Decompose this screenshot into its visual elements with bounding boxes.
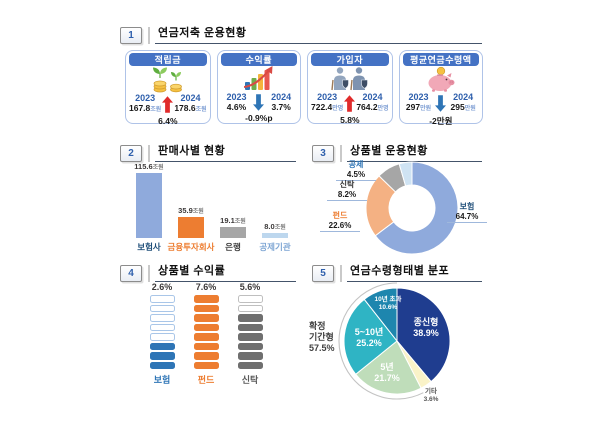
pie-label-lifetime: 종신형 38.9%	[413, 317, 439, 338]
header-divider	[340, 265, 342, 282]
value-next: 764.2만명	[356, 102, 389, 112]
section5-number-badge: 5	[312, 265, 334, 282]
value-prev: 167.8조원	[129, 103, 162, 113]
delta-value: 5.8%	[340, 115, 360, 125]
delta-value: -0.9%p	[245, 113, 273, 123]
value-prev: 722.4만명	[311, 102, 344, 112]
payout-pie-chart	[338, 282, 451, 400]
card-title: 수익률	[220, 53, 297, 66]
pie-label-over10yr: 10년 초과 10.6%	[374, 296, 402, 311]
header-divider	[148, 27, 150, 44]
donut-label-fund: 펀드 22.6%	[320, 211, 360, 232]
growth-chart-icon	[218, 66, 300, 92]
section2-number-badge: 2	[120, 145, 142, 162]
card-title: 평균연금수령액	[402, 53, 479, 66]
section4-number-badge: 4	[120, 265, 142, 282]
year-next: 2024	[180, 93, 201, 103]
down-arrow-icon	[434, 94, 447, 112]
product-donut-chart	[365, 161, 459, 255]
section3-number-badge: 3	[312, 145, 334, 162]
card-title: 적립금	[129, 53, 207, 66]
section2-header: 2 판매사별 현황	[120, 142, 296, 162]
donut-label-gongje: 공제 4.5%	[336, 160, 376, 181]
section2-title: 판매사별 현황	[155, 142, 296, 162]
header-divider	[148, 265, 150, 282]
block-column-insurance: 2.6% 보험	[140, 282, 184, 386]
block-column-fund: 7.6% 펀드	[184, 282, 228, 386]
kpi-card-accumulated: 적립금 2023 16	[125, 50, 211, 126]
bar-mutual-aid: 8.0조원 공제기관	[259, 222, 291, 252]
bar-bank: 19.1조원 은행	[220, 216, 246, 252]
delta-value: 6.4%	[158, 116, 178, 126]
pie-label-5-10yr: 5~10년 25.2%	[354, 327, 384, 348]
section4-header: 4 상품별 수익률	[120, 262, 296, 282]
pie-group-label: 확정 기간형 57.5%	[309, 321, 335, 353]
value-next: 3.7%	[271, 102, 291, 112]
donut-label-sintak: 신탁 8.2%	[327, 180, 367, 201]
delta-value: -2만원	[429, 116, 453, 126]
up-arrow-icon	[161, 95, 174, 113]
section4-title: 상품별 수익률	[155, 262, 296, 282]
pie-label-other: 기타 3.6%	[423, 388, 439, 403]
bar-insurer: 115.6조원 보험사	[134, 162, 164, 253]
section3-title: 상품별 운용현황	[347, 142, 482, 162]
seller-bar-chart: 115.6조원 보험사 35.9조원 금융투자회사 19.1조원 은행 8.0조…	[128, 162, 296, 254]
coins-sprout-icon	[126, 66, 210, 93]
header-divider	[340, 145, 342, 162]
kpi-card-yield: 수익률 2023 4.6%	[216, 50, 301, 124]
section3-header: 3 상품별 운용현황	[312, 142, 482, 162]
value-prev: 4.6%	[226, 102, 247, 112]
section1-number-badge: 1	[120, 27, 142, 44]
section1-header: 1 연금저축 운용현황	[120, 24, 482, 44]
bar-investment-firm: 35.9조원 금융투자회사	[167, 206, 215, 252]
value-prev: 297만원	[405, 102, 432, 112]
section5-title: 연금수령형태별 분포	[347, 262, 482, 282]
seniors-shield-icon	[308, 66, 392, 92]
yield-block-chart: 2.6% 보험 7.6% 펀드 5.6% 신탁	[140, 282, 272, 386]
kpi-card-subscribers: 가입자	[307, 50, 393, 125]
value-next: 178.6조원	[174, 103, 207, 113]
piggy-bank-icon	[400, 66, 482, 92]
section5-header: 5 연금수령형태별 분포	[312, 262, 482, 282]
block-column-trust: 5.6% 신탁	[228, 282, 272, 386]
up-arrow-icon	[343, 94, 356, 112]
pie-label-5yr: 5년 21.7%	[374, 362, 400, 383]
kpi-card-avg-pension: 평균연금수령액 2023 297만원	[398, 50, 483, 126]
card-title: 가입자	[311, 53, 389, 66]
kpi-cards-row: 적립금 2023 16	[125, 50, 483, 126]
year-prev: 2023	[135, 93, 156, 103]
down-arrow-icon	[252, 93, 265, 111]
donut-label-insurance: 보험 64.7%	[447, 202, 487, 223]
value-next: 295만원	[450, 102, 476, 112]
header-divider	[148, 145, 150, 162]
section1-title: 연금저축 운용현황	[155, 24, 482, 44]
